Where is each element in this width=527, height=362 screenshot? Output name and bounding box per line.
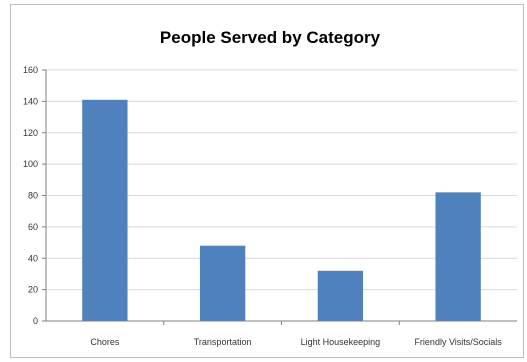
x-tick-label-friendly-visits-socials: Friendly Visits/Socials — [414, 337, 502, 347]
y-tick-label-120: 120 — [23, 128, 38, 138]
axes — [45, 70, 517, 325]
y-tick-label-160: 160 — [23, 65, 38, 75]
y-tick-labels: 0 20 40 60 80 100 120 140 160 — [23, 65, 38, 326]
y-tick-label-100: 100 — [23, 159, 38, 169]
bar-chores — [82, 99, 128, 322]
y-tick-label-140: 140 — [23, 96, 38, 106]
y-tick-label-80: 80 — [28, 191, 38, 201]
y-tick-label-40: 40 — [28, 253, 38, 263]
bar-transportation — [199, 245, 246, 321]
x-tick-labels: Chores Transportation Light Housekeeping Fr… — [90, 337, 502, 347]
bar-friendly-visits-socials — [435, 192, 481, 321]
x-tick-label-transportation: Transportation — [194, 337, 252, 347]
bars — [82, 99, 481, 322]
y-tick-label-20: 20 — [28, 285, 38, 295]
chart-title: People Served by Category — [159, 28, 381, 47]
x-tick-label-light-housekeeping: Light Housekeeping — [301, 337, 381, 347]
x-tick-label-chores: Chores — [90, 337, 120, 347]
bar-light-housekeeping — [317, 270, 364, 321]
y-tick-label-0: 0 — [33, 316, 38, 326]
y-tick-label-60: 60 — [28, 222, 38, 232]
